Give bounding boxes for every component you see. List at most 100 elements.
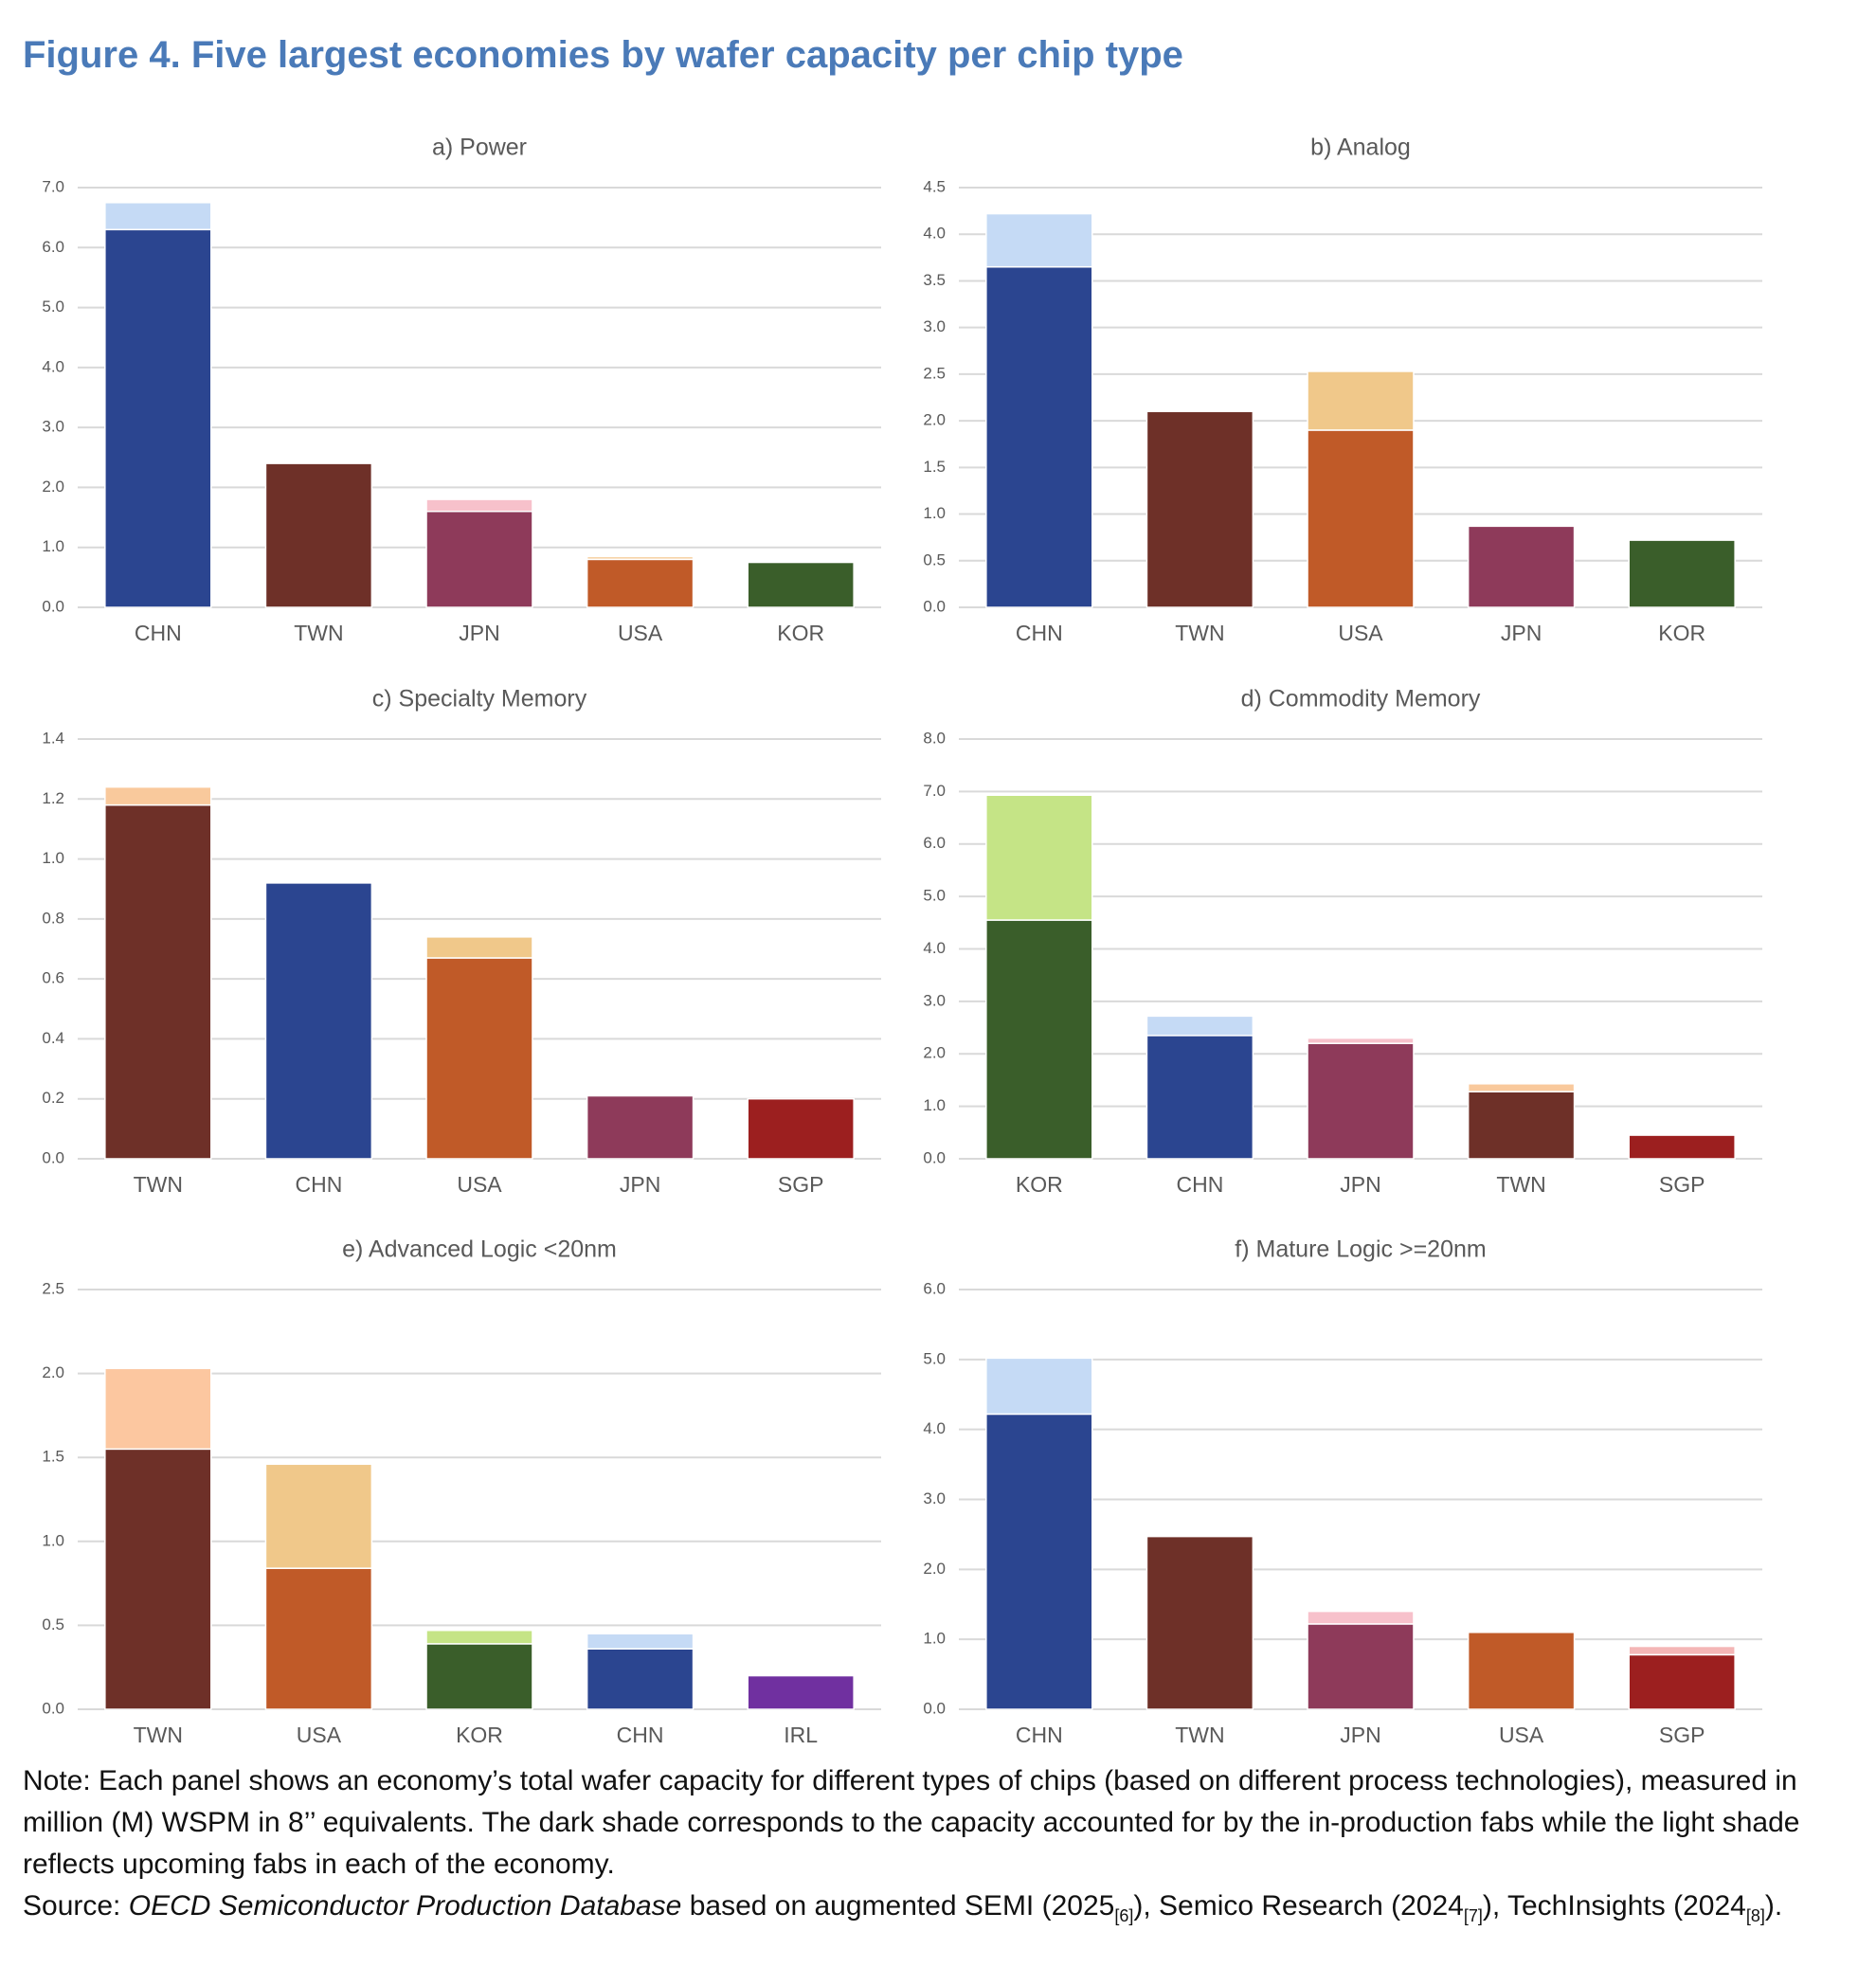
x-tick-label: CHN <box>1176 1172 1223 1197</box>
x-tick-label: JPN <box>1501 621 1542 645</box>
x-tick-label: KOR <box>456 1723 503 1747</box>
bar-segment <box>586 558 694 608</box>
y-tick-label: 3.0 <box>923 1489 946 1507</box>
x-tick-label: CHN <box>135 621 182 645</box>
panel-title: b) Analog <box>1310 135 1411 161</box>
y-tick-label: 5.0 <box>923 887 946 905</box>
x-tick-label: KOR <box>1016 1172 1063 1197</box>
bar-segment <box>985 212 1093 268</box>
bar-segment <box>985 1357 1093 1416</box>
y-tick-label: 1.0 <box>923 1630 946 1648</box>
bar-segment <box>264 1567 373 1710</box>
note: Note: Each panel shows an economy’s tota… <box>23 1765 1800 1880</box>
y-tick-label: 0.0 <box>923 1148 946 1166</box>
bar-segment <box>425 498 533 513</box>
notes: Note: Each panel shows an economy’s tota… <box>23 1760 1842 1937</box>
bar-segment <box>1145 410 1254 608</box>
x-tick-label: JPN <box>620 1172 660 1197</box>
y-tick-label: 1.0 <box>42 849 64 867</box>
y-tick-label: 6.0 <box>923 1279 946 1297</box>
x-tick-label: KOR <box>1658 621 1705 645</box>
bar-segment <box>985 919 1093 1160</box>
y-tick-label: 3.5 <box>923 271 946 289</box>
x-tick-label: SGP <box>1659 1172 1705 1197</box>
panel-title: c) Specialty Memory <box>372 686 587 713</box>
y-tick-label: 1.0 <box>42 1531 64 1549</box>
bar-segment <box>586 1094 694 1160</box>
bar-segment <box>1467 525 1576 608</box>
y-tick-label: 2.0 <box>923 411 946 429</box>
bar-segment <box>985 265 1093 608</box>
x-tick-label: JPN <box>459 621 499 645</box>
y-tick-label: 1.4 <box>42 729 64 747</box>
y-tick-label: 4.0 <box>923 939 946 957</box>
y-tick-label: 0.0 <box>42 1148 64 1166</box>
y-tick-label: 0.0 <box>923 597 946 615</box>
source-part: Source: <box>23 1890 129 1922</box>
y-tick-label: 8.0 <box>923 729 946 747</box>
source-part: ). <box>1764 1890 1783 1922</box>
bar-segment <box>586 1633 694 1650</box>
y-tick-label: 6.0 <box>42 238 64 256</box>
y-tick-label: 5.0 <box>42 298 64 316</box>
bar-segment <box>264 462 373 608</box>
bar-segment <box>1628 1653 1736 1710</box>
bar-segment <box>985 1413 1093 1710</box>
y-tick-label: 0.8 <box>42 909 64 927</box>
bar-segment <box>747 561 855 608</box>
x-tick-label: TWN <box>1496 1172 1545 1197</box>
y-tick-label: 0.0 <box>923 1699 946 1717</box>
panel-title: f) Mature Logic >=20nm <box>1235 1236 1486 1263</box>
x-tick-label: IRL <box>784 1723 818 1747</box>
source-part: based on augmented SEMI (2025 <box>681 1890 1115 1922</box>
y-tick-label: 1.5 <box>42 1448 64 1466</box>
bar-segment <box>264 882 373 1160</box>
bar-segment <box>425 957 533 1160</box>
bar-segment <box>747 1097 855 1160</box>
x-tick-label: CHN <box>1016 621 1063 645</box>
bar-segment <box>425 1643 533 1710</box>
bar-segment <box>1307 1610 1415 1625</box>
y-tick-label: 4.0 <box>923 1419 946 1437</box>
panel-title: a) Power <box>432 135 527 161</box>
y-tick-label: 2.0 <box>923 1560 946 1578</box>
bar-segment <box>747 1674 855 1710</box>
bar-segment <box>104 1448 212 1710</box>
y-tick-label: 6.0 <box>923 834 946 852</box>
y-tick-label: 0.4 <box>42 1029 64 1047</box>
y-tick-label: 3.0 <box>923 991 946 1009</box>
x-tick-label: TWN <box>134 1172 183 1197</box>
bar-segment <box>1307 1042 1415 1160</box>
bar-segment <box>1307 429 1415 608</box>
bar-segment <box>104 803 212 1160</box>
bar-segment <box>104 228 212 608</box>
y-tick-label: 2.5 <box>42 1279 64 1297</box>
x-tick-label: CHN <box>617 1723 664 1747</box>
bar-segment <box>104 1367 212 1451</box>
y-tick-label: 0.0 <box>42 1699 64 1717</box>
source-part: [7] <box>1463 1906 1483 1925</box>
y-tick-label: 1.2 <box>42 789 64 807</box>
bar-segment <box>1467 1091 1576 1160</box>
y-tick-label: 1.0 <box>42 537 64 555</box>
bar-segment <box>1628 1645 1736 1656</box>
bar-segment <box>1145 1035 1254 1160</box>
y-tick-label: 2.0 <box>42 1363 64 1381</box>
x-tick-label: KOR <box>777 621 824 645</box>
x-tick-label: USA <box>1499 1723 1544 1747</box>
bar-segment <box>1307 1623 1415 1710</box>
y-tick-label: 1.0 <box>923 1096 946 1114</box>
x-tick-label: SGP <box>1659 1723 1705 1747</box>
bar-segment <box>1628 1134 1736 1160</box>
x-tick-label: TWN <box>294 621 343 645</box>
bar-segment <box>264 1463 373 1569</box>
y-tick-label: 0.0 <box>42 597 64 615</box>
x-tick-label: USA <box>457 1172 502 1197</box>
source-part: ), TechInsights (2024 <box>1482 1890 1746 1922</box>
y-tick-label: 7.0 <box>923 782 946 800</box>
x-tick-label: JPN <box>1340 1723 1380 1747</box>
x-tick-label: SGP <box>778 1172 824 1197</box>
bar-segment <box>985 794 1093 921</box>
charts: a) Power 0.0 1.0 2.0 3.0 4.0 5.0 6.0 7.0 CHN TWN JP… <box>42 135 1762 1747</box>
y-tick-label: 3.0 <box>42 418 64 436</box>
